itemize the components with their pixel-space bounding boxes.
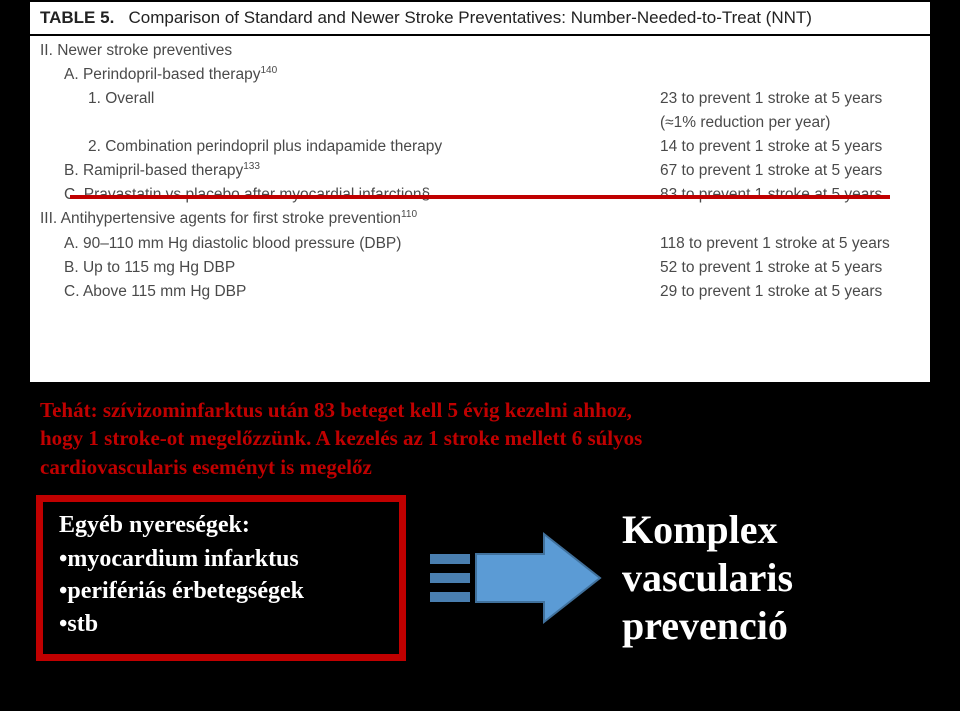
table-cell-left: C. Above 115 mm Hg DBP xyxy=(40,280,660,304)
summary-line-3: cardiovascularis eseményt is megelőz xyxy=(40,455,372,479)
table-cell-left: A. Perindopril-based therapy140 xyxy=(40,63,660,87)
summary-line-1: Tehát: szívizominfarktus után 83 beteget… xyxy=(40,398,632,422)
summary-text: Tehát: szívizominfarktus után 83 beteget… xyxy=(30,396,930,495)
table-cell-left: B. Up to 115 mg Hg DBP xyxy=(40,256,660,280)
table-cell-right: 52 to prevent 1 stroke at 5 years xyxy=(660,256,920,280)
table-cell-right: 23 to prevent 1 stroke at 5 years(≈1% re… xyxy=(660,87,920,135)
table-cell-left: 1. Overall xyxy=(40,87,660,111)
gains-box: Egyéb nyereségek: •myocardium infarktus•… xyxy=(36,495,406,661)
table-cell-left: A. 90–110 mm Hg diastolic blood pressure… xyxy=(40,232,660,256)
table-cell-left: B. Ramipril-based therapy133 xyxy=(40,159,660,183)
table-cell-left: 2. Combination perindopril plus indapami… xyxy=(40,135,660,159)
table-row: C. Above 115 mm Hg DBP29 to prevent 1 st… xyxy=(40,280,920,304)
slide-root: TABLE 5. Comparison of Standard and Newe… xyxy=(0,0,960,711)
table-cell-right: 118 to prevent 1 stroke at 5 years xyxy=(660,232,920,256)
table-cell-left: III. Antihypertensive agents for first s… xyxy=(40,207,660,231)
arrow-graphic xyxy=(424,518,604,638)
bottom-columns: Egyéb nyereségek: •myocardium infarktus•… xyxy=(30,495,930,661)
gains-heading: Egyéb nyereségek: xyxy=(59,512,383,539)
table-row: B. Up to 115 mg Hg DBP52 to prevent 1 st… xyxy=(40,256,920,280)
gains-bullet: •stb xyxy=(59,608,383,640)
result-line-1: Komplex xyxy=(622,507,778,552)
table-cell-right-extra: (≈1% reduction per year) xyxy=(660,111,920,135)
table-body: II. Newer stroke preventivesA. Perindopr… xyxy=(30,36,930,314)
table-label: TABLE 5. xyxy=(40,8,114,27)
table-panel: TABLE 5. Comparison of Standard and Newe… xyxy=(30,0,930,382)
table-title-bar: TABLE 5. Comparison of Standard and Newe… xyxy=(30,0,930,36)
table-cell-right: 29 to prevent 1 stroke at 5 years xyxy=(660,280,920,304)
bottom-area: Tehát: szívizominfarktus után 83 beteget… xyxy=(0,384,960,711)
table-cell-right: 14 to prevent 1 stroke at 5 years xyxy=(660,135,920,159)
result-line-2: vascularis xyxy=(622,555,793,600)
gains-bullet: •myocardium infarktus xyxy=(59,543,383,575)
result-line-3: prevenció xyxy=(622,603,788,648)
reference-sup: 140 xyxy=(260,65,277,76)
arrow-icon xyxy=(424,518,604,638)
table-cell-right: 67 to prevent 1 stroke at 5 years xyxy=(660,159,920,183)
table-cell-left: II. Newer stroke preventives xyxy=(40,39,660,63)
table-row: A. 90–110 mm Hg diastolic blood pressure… xyxy=(40,232,920,256)
table-title: Comparison of Standard and Newer Stroke … xyxy=(128,8,811,27)
table-row: B. Ramipril-based therapy13367 to preven… xyxy=(40,159,920,183)
table-row: III. Antihypertensive agents for first s… xyxy=(40,207,920,231)
gains-bullet: •perifériás érbetegségek xyxy=(59,575,383,607)
highlight-underline xyxy=(70,195,890,199)
table-row: A. Perindopril-based therapy140 xyxy=(40,63,920,87)
reference-sup: 133 xyxy=(243,161,260,172)
table-row: 1. Overall23 to prevent 1 stroke at 5 ye… xyxy=(40,87,920,135)
table-row: 2. Combination perindopril plus indapami… xyxy=(40,135,920,159)
summary-line-2: hogy 1 stroke-ot megelőzzünk. A kezelés … xyxy=(40,426,642,450)
gains-bullets: •myocardium infarktus•perifériás érbeteg… xyxy=(59,543,383,640)
result-text: Komplex vascularis prevenció xyxy=(622,506,793,650)
reference-sup: 110 xyxy=(401,209,417,220)
table-row: II. Newer stroke preventives xyxy=(40,39,920,63)
